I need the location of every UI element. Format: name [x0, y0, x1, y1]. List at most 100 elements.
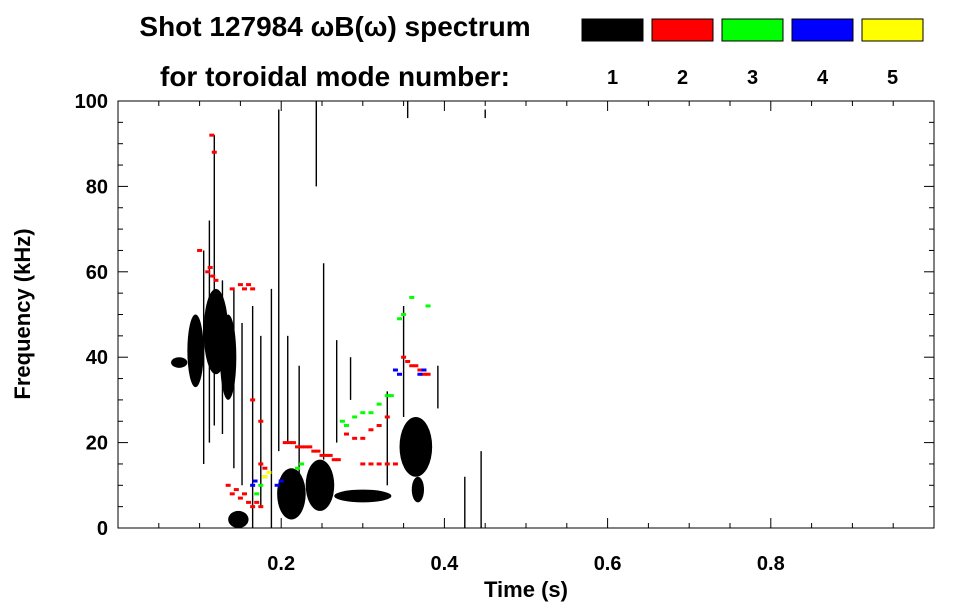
legend-swatch-2 [651, 18, 714, 42]
point-mode-4 [397, 372, 403, 376]
x-tick-label-0.6: 0.6 [594, 553, 622, 575]
x-tick-labels: 0.2 0.4 0.6 0.8 [267, 553, 784, 575]
point-mode-3 [299, 462, 305, 466]
point-mode-2 [258, 505, 264, 509]
point-mode-2 [417, 368, 423, 372]
legend-swatch-1 [581, 18, 644, 42]
point-mode-3 [384, 394, 390, 398]
y-tick-label-60: 60 [86, 262, 108, 284]
point-mode-2 [241, 287, 247, 291]
plot-frame [117, 100, 935, 529]
point-mode-2 [352, 436, 358, 440]
blob-mode-1 [277, 468, 306, 520]
y-tick-label-100: 100 [75, 91, 108, 113]
point-mode-2 [233, 488, 239, 492]
point-mode-2 [241, 492, 247, 496]
point-mode-3 [401, 313, 407, 316]
blob-mode-1 [220, 314, 237, 400]
legend-swatch-4 [791, 18, 854, 42]
point-mode-2 [258, 419, 264, 423]
point-mode-2 [331, 458, 337, 462]
point-mode-2 [210, 274, 216, 278]
chart-title-line2: for toroidal mode number: [160, 61, 510, 92]
point-mode-2 [323, 453, 329, 457]
y-tick-label-80: 80 [86, 176, 108, 198]
point-mode-2 [229, 287, 235, 291]
point-mode-2 [401, 355, 407, 359]
point-mode-3 [258, 483, 264, 487]
point-mode-2 [392, 462, 398, 466]
point-mode-2 [425, 372, 431, 376]
point-mode-2 [211, 150, 217, 154]
blob-mode-1 [171, 357, 188, 368]
blob-mode-1 [187, 314, 204, 388]
series-mode-3 [254, 295, 431, 496]
point-mode-2 [335, 458, 341, 462]
point-mode-4 [252, 479, 258, 483]
legend: 1 2 3 4 5 [581, 18, 924, 89]
point-mode-2 [254, 500, 260, 504]
point-mode-3 [343, 424, 349, 428]
point-mode-2 [299, 445, 305, 449]
y-tick-label-20: 20 [86, 433, 108, 455]
x-axis-title: Time (s) [484, 577, 568, 602]
point-mode-2 [250, 287, 256, 291]
point-mode-4 [417, 372, 423, 376]
blob-mode-1 [228, 510, 249, 528]
legend-label-2: 2 [677, 67, 688, 89]
point-mode-3 [352, 415, 358, 419]
point-mode-3 [295, 466, 301, 470]
point-mode-2 [229, 492, 235, 496]
x-tick-label-0.2: 0.2 [267, 553, 295, 575]
point-mode-2 [286, 441, 292, 445]
point-mode-2 [250, 505, 256, 509]
point-mode-2 [303, 445, 309, 449]
point-mode-3 [254, 492, 260, 496]
blob-mode-1 [334, 489, 392, 503]
blob-mode-1 [305, 459, 335, 511]
point-mode-2 [246, 283, 252, 287]
plot-area [117, 100, 935, 529]
series-mode-1 [171, 101, 486, 528]
point-mode-4 [278, 479, 284, 483]
point-mode-3 [388, 394, 394, 398]
point-mode-2 [209, 133, 215, 137]
point-mode-2 [213, 278, 219, 282]
legend-label-4: 4 [817, 67, 829, 89]
y-tick-label-40: 40 [86, 347, 108, 369]
point-mode-2 [343, 432, 349, 436]
point-mode-4 [274, 483, 280, 487]
point-mode-2 [413, 364, 419, 368]
point-mode-2 [368, 428, 374, 432]
point-mode-2 [421, 372, 427, 376]
axis-ticks [118, 100, 934, 529]
y-tick-label-0: 0 [97, 518, 108, 540]
point-mode-3 [360, 411, 366, 415]
legend-swatch-5 [861, 18, 924, 42]
point-mode-3 [339, 419, 345, 423]
point-mode-2 [282, 441, 288, 445]
blob-mode-1 [411, 476, 424, 503]
point-mode-4 [250, 483, 256, 487]
point-mode-3 [376, 402, 382, 406]
x-tick-label-0.4: 0.4 [430, 553, 459, 575]
legend-swatch-3 [721, 18, 784, 42]
point-mode-2 [327, 453, 333, 457]
point-mode-2 [237, 496, 243, 500]
point-mode-4 [392, 368, 398, 372]
point-mode-2 [360, 436, 366, 440]
point-mode-2 [258, 462, 264, 466]
blob-mode-1 [399, 416, 433, 477]
point-mode-2 [207, 266, 213, 270]
series-mode-5 [262, 470, 272, 479]
point-mode-2 [307, 445, 313, 449]
point-mode-3 [409, 295, 415, 299]
point-mode-2 [246, 500, 252, 504]
series-layer [171, 101, 486, 528]
point-mode-5 [262, 475, 268, 479]
series-mode-2 [197, 133, 431, 509]
point-mode-2 [376, 424, 382, 428]
x-tick-label-0.8: 0.8 [757, 553, 785, 575]
chart-title-line1: Shot 127984 ωB(ω) spectrum [139, 11, 530, 42]
